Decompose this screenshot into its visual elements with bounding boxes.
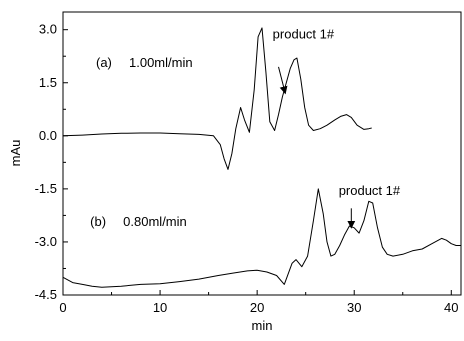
x-tick-label: 20 — [250, 300, 264, 315]
y-axis-ticks: 3.0 1.5 0.0 -1.5 -3.0 -4.5 — [35, 22, 68, 302]
annotations-group: (a) 1.00ml/min product 1# (b) 0.80ml/min prod… — [90, 27, 401, 229]
series-line-a — [62, 27, 372, 170]
annotation-label-a: (a) — [96, 55, 112, 70]
arrow-product-a — [278, 66, 288, 95]
y-tick-label: 0.0 — [39, 128, 57, 143]
x-tick-label: 10 — [153, 300, 167, 315]
y-tick-label: -1.5 — [35, 181, 57, 196]
series-line-b — [62, 188, 461, 288]
annotation-flow-a: 1.00ml/min — [129, 55, 193, 70]
annotation-flow-b: 0.80ml/min — [123, 214, 187, 229]
y-tick-label: 3.0 — [39, 22, 57, 37]
x-axis-label: min — [252, 318, 273, 333]
x-tick-label: 0 — [59, 300, 66, 315]
annotation-label-b: (b) — [90, 214, 106, 229]
annotation-product-b: product 1# — [339, 183, 401, 198]
plot-frame — [62, 11, 462, 296]
series-group — [62, 27, 461, 288]
x-tick-label: 40 — [444, 300, 458, 315]
y-tick-label: -4.5 — [35, 287, 57, 302]
y-tick-label: -3.0 — [35, 234, 57, 249]
y-tick-label: 1.5 — [39, 75, 57, 90]
x-tick-label: 30 — [347, 300, 361, 315]
y-axis-label: mAu — [8, 140, 23, 167]
annotation-product-a: product 1# — [273, 27, 335, 42]
x-axis-ticks: 0 10 20 30 40 — [59, 290, 459, 315]
